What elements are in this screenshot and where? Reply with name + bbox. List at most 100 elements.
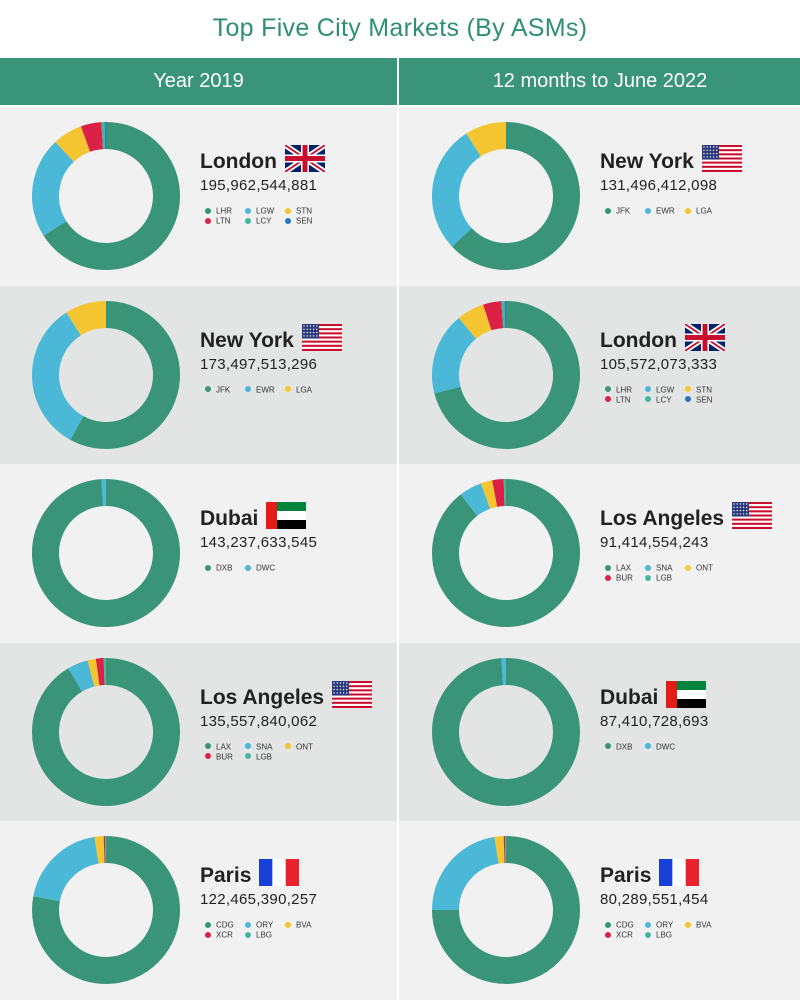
market-total-asms: 87,410,728,693	[600, 712, 709, 730]
legend-label: LBG	[656, 930, 673, 940]
legend-label: LGB	[256, 751, 273, 761]
legend-label: ONT	[296, 741, 313, 751]
donut-chart-wrapper	[430, 299, 582, 456]
legend-item: LHR	[605, 385, 632, 394]
legend-label: LCY	[656, 394, 672, 404]
market-panel: 143,237,633,545 Dubai DXB DWC	[0, 464, 400, 643]
flag-uk-icon	[683, 321, 727, 356]
market-total-asms: 131,496,412,098	[600, 177, 718, 194]
donut-segment-lax	[32, 657, 180, 806]
market-panel: 105,572,073,333 London LHR LGW STN LTN LCY SEN	[400, 286, 800, 465]
legend-label: LBG	[256, 930, 273, 940]
legend-swatch	[645, 574, 651, 581]
city-name: London	[600, 328, 677, 352]
page-title: Top Five City Markets (By ASMs)	[212, 14, 588, 42]
legend-swatch	[605, 743, 611, 750]
legend-label: XCR	[216, 930, 233, 940]
legend-swatch	[645, 921, 651, 928]
market-panel: 173,497,513,296 New York JFK EWR LGA	[0, 286, 400, 465]
legend-label: SEN	[296, 216, 313, 226]
flag-fr-icon	[259, 859, 300, 891]
legend-swatch	[245, 386, 251, 393]
legend-swatch	[685, 564, 691, 571]
legend-item: LGB	[245, 752, 272, 761]
legend-item: EWR	[245, 385, 275, 394]
legend-swatch	[205, 386, 211, 393]
legend-label: BVA	[696, 920, 712, 930]
legend-item: LGA	[685, 206, 712, 215]
legend-item: LBG	[645, 930, 672, 939]
city-name: New York	[600, 150, 694, 173]
market-total-asms: 173,497,513,296	[200, 355, 318, 373]
legend-swatch	[605, 931, 611, 938]
legend-label: JFK	[216, 384, 231, 394]
legend-label: LGW	[256, 206, 275, 216]
flag-us-icon	[301, 323, 342, 356]
legend-label: BVA	[296, 920, 312, 930]
legend-label: DXB	[616, 741, 633, 751]
donut-segment-ory	[432, 836, 500, 911]
legend-swatch	[685, 396, 691, 403]
flag-fr-icon	[659, 859, 700, 891]
market-panel: 135,557,840,062 Los Angeles LAX SNA ONT BUR LG…	[0, 643, 400, 822]
donut-segment-ory	[33, 836, 100, 902]
column-divider	[397, 464, 399, 643]
legend-swatch	[605, 921, 611, 928]
legend-label: ORY	[656, 920, 674, 930]
flag-uae-icon	[266, 502, 307, 534]
donut-segment-dxb	[32, 479, 180, 627]
legend-swatch	[245, 217, 251, 224]
legend-swatch	[245, 564, 251, 571]
legend-label: SNA	[256, 741, 273, 751]
legend-swatch	[605, 574, 611, 581]
donut-segment-ewr	[32, 312, 84, 440]
legend-item: LCY	[645, 395, 672, 404]
legend-item: ONT	[285, 742, 313, 751]
legend-label: LGA	[296, 384, 313, 394]
donut-segment-lgw	[32, 142, 75, 236]
column-header-left: Year 2019	[153, 70, 244, 92]
donut-chart	[32, 657, 180, 806]
legend-item: LAX	[205, 742, 231, 751]
legend-swatch	[205, 921, 211, 928]
donut-segment-ont	[480, 480, 498, 509]
donut-chart-wrapper	[430, 477, 582, 634]
market-total-asms: 91,414,554,243	[600, 534, 709, 551]
donut-segment-lgw	[432, 317, 477, 393]
donut-segment-sna	[68, 659, 95, 692]
donut-chart-wrapper	[430, 120, 582, 277]
market-total-asms: 105,572,073,333	[600, 355, 718, 373]
donut-chart-wrapper	[30, 477, 182, 634]
flag-us-icon	[701, 145, 742, 177]
column-divider	[397, 642, 399, 821]
donut-chart	[32, 479, 180, 627]
donut-segment-sna	[460, 483, 491, 517]
donut-chart-wrapper	[30, 656, 182, 813]
legend-item: SEN	[685, 395, 712, 404]
legend-swatch	[205, 743, 211, 750]
legend-label: LAX	[616, 563, 632, 573]
city-name: Dubai	[600, 685, 659, 709]
donut-chart	[432, 836, 580, 984]
legend-label: CDG	[216, 920, 234, 930]
market-panel: 80,289,551,454 Paris CDG ORY BVA XCR LBG	[400, 821, 800, 1000]
donut-segment-lhr	[43, 122, 180, 270]
column-header-bar: Year 2019 12 months to June 2022	[0, 58, 800, 105]
legend-item: SEN	[285, 216, 312, 225]
legend-item: EWR	[645, 206, 675, 215]
legend-swatch	[645, 743, 651, 750]
legend-swatch	[245, 743, 251, 750]
column-divider	[397, 285, 399, 464]
donut-chart	[432, 300, 580, 449]
legend-swatch	[205, 207, 211, 214]
donut-segment-jfk	[452, 122, 580, 270]
legend-swatch	[685, 921, 691, 928]
legend-item: XCR	[205, 930, 233, 939]
market-panel: 131,496,412,098 New York JFK EWR LGA	[400, 107, 800, 286]
legend-swatch	[645, 931, 651, 938]
flag-us-icon	[332, 680, 373, 713]
legend-label: LAX	[216, 741, 232, 751]
donut-segment-lga	[466, 122, 507, 157]
donut-segment-bva	[494, 836, 505, 864]
legend-swatch	[285, 386, 291, 393]
